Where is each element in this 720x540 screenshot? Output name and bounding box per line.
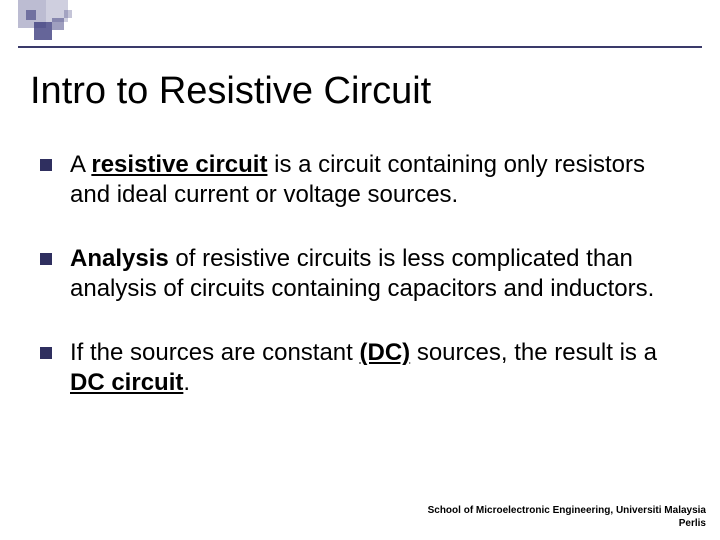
corner-decoration xyxy=(0,0,720,60)
bullet-square-icon xyxy=(40,159,52,171)
bullet-text: Analysis of resistive circuits is less c… xyxy=(70,244,680,304)
bullet-square-icon xyxy=(40,347,52,359)
footer-line-2: Perlis xyxy=(428,517,706,530)
bullet-item: Analysis of resistive circuits is less c… xyxy=(40,244,680,304)
bullet-square-icon xyxy=(40,253,52,265)
bullet-text: A resistive circuit is a circuit contain… xyxy=(70,150,680,210)
slide-body: A resistive circuit is a circuit contain… xyxy=(40,150,680,432)
bullet-text: If the sources are constant (DC) sources… xyxy=(70,338,680,398)
bullet-item: A resistive circuit is a circuit contain… xyxy=(40,150,680,210)
title-underline xyxy=(18,46,702,48)
slide-title: Intro to Resistive Circuit xyxy=(30,70,431,113)
slide-footer: School of Microelectronic Engineering, U… xyxy=(428,504,706,530)
footer-line-1: School of Microelectronic Engineering, U… xyxy=(428,504,706,517)
bullet-item: If the sources are constant (DC) sources… xyxy=(40,338,680,398)
